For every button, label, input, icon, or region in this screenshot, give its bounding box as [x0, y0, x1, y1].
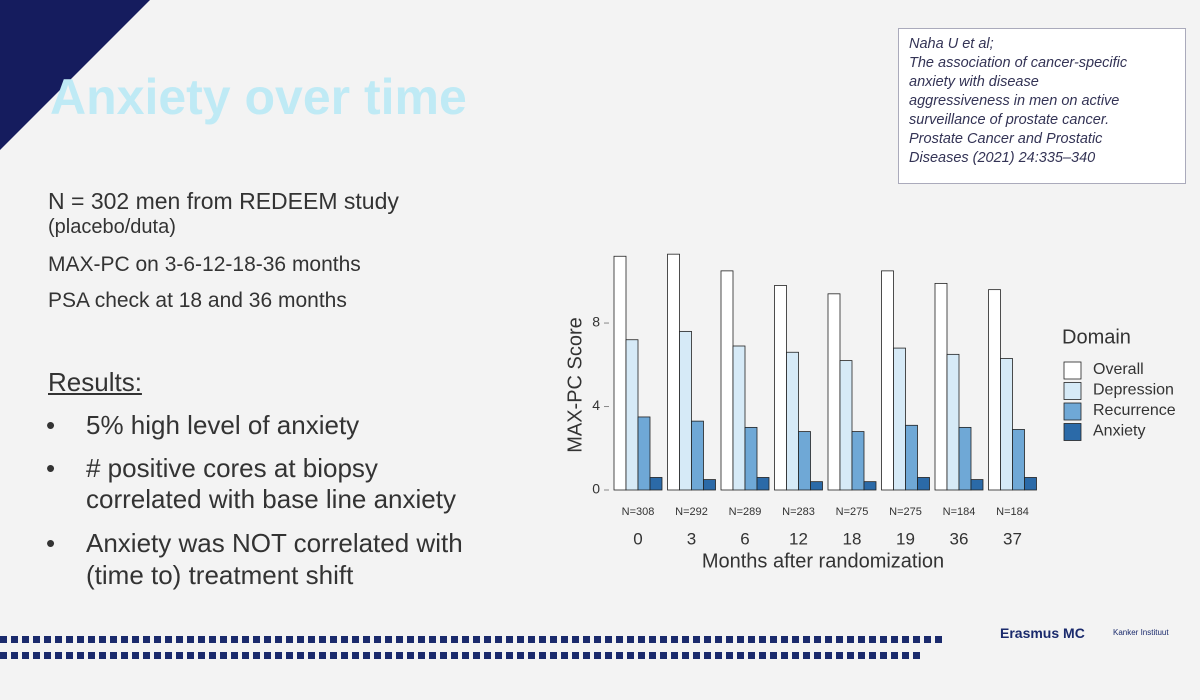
logo: Erasmus MC	[1000, 625, 1085, 641]
x-tick-label: 3	[687, 529, 696, 548]
intro-line: (placebo/duta)	[48, 216, 176, 238]
citation-line: anxiety with disease	[909, 74, 1039, 90]
x-tick-label: 12	[789, 529, 808, 548]
bar	[958, 426, 972, 491]
x-tick-label: 6	[740, 529, 749, 548]
x-tick-label: 19	[896, 529, 915, 548]
dotted-band	[0, 652, 920, 659]
bar	[827, 293, 841, 491]
bar	[1000, 358, 1013, 491]
citation-line: Naha U et al;	[909, 36, 994, 52]
legend-label: Overall	[1093, 361, 1144, 378]
bar	[893, 347, 906, 491]
bar	[786, 351, 799, 491]
x-tick-label: 36	[950, 529, 969, 548]
y-tick-label: 4	[592, 397, 600, 413]
bar	[810, 481, 823, 491]
bar	[934, 282, 948, 491]
intro-line: N = 302 men from REDEEM study	[48, 188, 399, 214]
citation-line: Diseases (2021) 24:335–340	[909, 150, 1096, 166]
dotted-band	[0, 636, 945, 643]
legend-swatch	[1063, 361, 1082, 380]
citation-line: Prostate Cancer and Prostatic	[909, 131, 1103, 147]
n-label: N=289	[729, 506, 762, 518]
bar	[1012, 429, 1025, 491]
bar	[851, 431, 865, 491]
n-label: N=283	[782, 506, 815, 518]
legend-label: Anxiety	[1093, 423, 1145, 440]
legend-swatch	[1063, 402, 1082, 421]
bar	[774, 285, 787, 491]
n-label: N=275	[889, 506, 922, 518]
intro-line: MAX-PC on 3-6-12-18-36 months	[48, 253, 361, 276]
n-label: N=184	[943, 506, 976, 518]
bar	[703, 479, 716, 491]
bar	[905, 424, 918, 491]
n-label: N=275	[836, 506, 869, 518]
x-tick-label: 37	[1003, 529, 1022, 548]
legend-title: Domain	[1062, 326, 1131, 348]
bar	[667, 253, 680, 491]
y-tick-label: 0	[592, 481, 600, 497]
n-label: N=308	[622, 506, 655, 518]
bar	[756, 477, 770, 491]
bar	[988, 289, 1001, 491]
bar	[679, 330, 692, 491]
bullet: Anxiety was NOT correlated with	[86, 528, 463, 558]
results-heading: Results:	[48, 367, 142, 397]
legend-label: Depression	[1093, 382, 1174, 399]
logo-sub: Kanker Instituut	[1113, 628, 1169, 637]
citation-line: The association of cancer-specific	[909, 55, 1128, 71]
bar	[637, 416, 651, 491]
x-tick-label: 0	[633, 529, 642, 548]
bullet-dot: •	[46, 453, 56, 483]
bar	[744, 426, 758, 491]
bar	[946, 353, 960, 491]
bar	[798, 431, 811, 491]
legend-label: Recurrence	[1093, 402, 1176, 419]
n-label: N=184	[996, 506, 1029, 518]
y-tick-label: 8	[592, 314, 600, 330]
bar	[720, 270, 734, 491]
bar	[613, 255, 627, 491]
x-tick-label: 18	[843, 529, 862, 548]
bar	[863, 481, 877, 491]
x-axis-title: Months after randomization	[702, 550, 944, 572]
n-label: N=292	[675, 506, 708, 518]
bar	[732, 345, 746, 491]
bullet: (time to) treatment shift	[86, 560, 354, 590]
bar	[881, 270, 894, 491]
bar	[839, 360, 853, 491]
bar	[625, 339, 639, 491]
bullet: 5% high level of anxiety	[86, 410, 360, 440]
bullet-dot: •	[46, 528, 56, 558]
bar	[917, 477, 930, 491]
bullet: # positive cores at biopsy	[86, 453, 378, 483]
bullet-dot: •	[46, 410, 56, 440]
slide-title: Anxiety over time	[50, 69, 467, 125]
citation-line: aggressiveness in men on active	[909, 93, 1120, 109]
bar	[691, 420, 704, 491]
bar	[970, 479, 984, 491]
citation-box: Naha U et al; The association of cancer-…	[898, 28, 1186, 184]
citation-line: surveillance of prostate cancer.	[909, 112, 1110, 128]
bar	[649, 477, 663, 491]
y-axis-title: MAX-PC Score	[564, 317, 586, 453]
bar	[1024, 477, 1037, 491]
bullet: correlated with base line anxiety	[86, 484, 456, 514]
legend-swatch	[1063, 382, 1082, 400]
legend-swatch	[1063, 423, 1082, 441]
corner-decoration	[0, 0, 150, 150]
intro-line: PSA check at 18 and 36 months	[48, 289, 347, 312]
